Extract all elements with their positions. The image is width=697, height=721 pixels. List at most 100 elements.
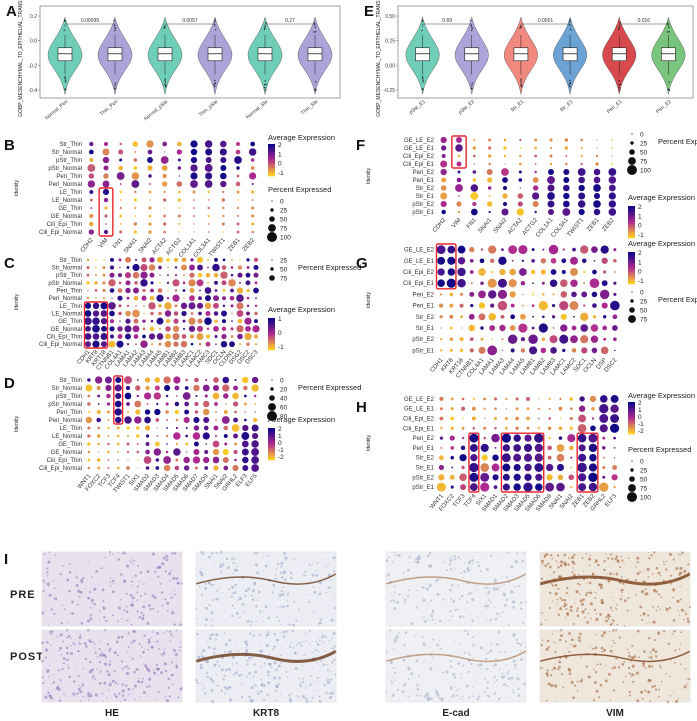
expression-dot <box>160 156 169 164</box>
expression-dot <box>190 140 198 148</box>
micrograph-tile <box>195 629 337 704</box>
cell-nucleus <box>80 622 84 625</box>
cell-nucleus <box>205 599 207 602</box>
expression-dot <box>578 184 585 192</box>
cell-nucleus <box>101 692 104 695</box>
gene-label: SNAI1 <box>477 217 493 235</box>
cell-nucleus <box>131 596 135 600</box>
expression-dot <box>559 300 569 311</box>
expression-dot <box>194 466 198 470</box>
cell-nucleus <box>418 674 420 677</box>
cell-nucleus <box>612 573 615 575</box>
expression-dot <box>246 311 250 316</box>
expression-dot <box>173 448 181 456</box>
panel-letter: D <box>4 375 15 392</box>
expression-dot <box>193 416 200 424</box>
gradient-step <box>628 206 635 209</box>
cell-nucleus <box>318 637 320 639</box>
expression-dot <box>101 325 107 332</box>
cell-nucleus <box>559 607 563 611</box>
row-label: Cili_Epi_Normal <box>39 230 82 236</box>
cell-nucleus <box>563 553 567 557</box>
expression-dot <box>228 279 236 287</box>
cell-nucleus <box>581 557 584 560</box>
cell-nucleus <box>129 560 132 563</box>
cell-nucleus <box>313 590 317 594</box>
cell-nucleus <box>162 651 165 654</box>
expression-dot <box>480 248 484 251</box>
cell-nucleus <box>312 612 315 614</box>
cell-nucleus <box>302 677 305 680</box>
cell-nucleus <box>458 643 461 645</box>
cell-nucleus <box>109 660 112 663</box>
cell-nucleus <box>330 618 334 622</box>
cell-nucleus <box>425 587 429 591</box>
outlier-point <box>114 87 116 90</box>
cell-nucleus <box>76 692 79 695</box>
cell-nucleus <box>208 604 211 607</box>
cell-nucleus <box>457 584 460 587</box>
expression-dot <box>244 394 247 398</box>
cell-nucleus <box>90 598 94 602</box>
row-label: pStr_Normal <box>48 166 82 172</box>
expression-dot <box>204 317 212 325</box>
cell-nucleus <box>83 696 85 698</box>
expression-dot <box>494 417 498 420</box>
expression-dot <box>251 424 259 432</box>
cell-nucleus <box>280 590 284 593</box>
expression-dot <box>194 410 199 414</box>
cell-nucleus <box>111 614 114 617</box>
row-label: Str_E2 <box>416 456 435 462</box>
expression-dot <box>561 258 567 264</box>
cell-nucleus <box>593 681 597 684</box>
cell-nucleus <box>200 682 203 684</box>
expression-dot <box>254 411 256 413</box>
cell-nucleus <box>484 678 487 680</box>
cell-nucleus <box>540 623 543 626</box>
expression-dot <box>547 208 555 216</box>
expression-dot <box>189 295 195 302</box>
expression-dot <box>494 447 497 449</box>
cell-nucleus <box>148 604 151 607</box>
cell-nucleus <box>111 679 115 683</box>
cell-nucleus <box>635 671 639 675</box>
cell-nucleus <box>651 653 653 655</box>
cell-nucleus <box>682 618 685 621</box>
cell-nucleus <box>92 641 94 643</box>
cell-nucleus <box>416 684 419 687</box>
expression-dot <box>447 245 456 254</box>
row-label: GE_LE_E2 <box>404 138 435 144</box>
cell-nucleus <box>227 667 231 672</box>
highlight-box <box>98 187 114 237</box>
outlier-point <box>263 87 266 89</box>
expression-dot <box>230 288 234 293</box>
expression-dot <box>124 392 132 400</box>
expression-dot <box>593 168 601 176</box>
cell-nucleus <box>109 577 112 580</box>
cell-nucleus <box>652 606 654 608</box>
gradient-step <box>628 262 635 265</box>
cell-nucleus <box>259 641 261 643</box>
row-label: Peri_E1 <box>413 178 435 184</box>
expression-dot <box>193 231 195 233</box>
cell-nucleus <box>88 670 93 674</box>
cell-nucleus <box>279 623 282 626</box>
expression-dot <box>517 193 524 199</box>
gradient-step <box>268 144 275 147</box>
tile-border <box>539 629 691 703</box>
cell-nucleus <box>621 662 625 666</box>
cell-nucleus <box>651 648 655 652</box>
expression-dot <box>600 245 609 254</box>
expression-dot <box>204 180 213 188</box>
expression-dot <box>223 425 229 431</box>
cell-nucleus <box>57 669 60 672</box>
expression-dot <box>119 190 122 194</box>
cell-nucleus <box>487 598 490 602</box>
cell-nucleus <box>331 660 333 662</box>
cell-nucleus <box>619 598 622 601</box>
expression-dot <box>461 426 465 430</box>
cell-nucleus <box>225 687 229 691</box>
expression-dot <box>246 296 250 300</box>
cell-nucleus <box>595 689 599 693</box>
outlier-point <box>619 89 621 91</box>
